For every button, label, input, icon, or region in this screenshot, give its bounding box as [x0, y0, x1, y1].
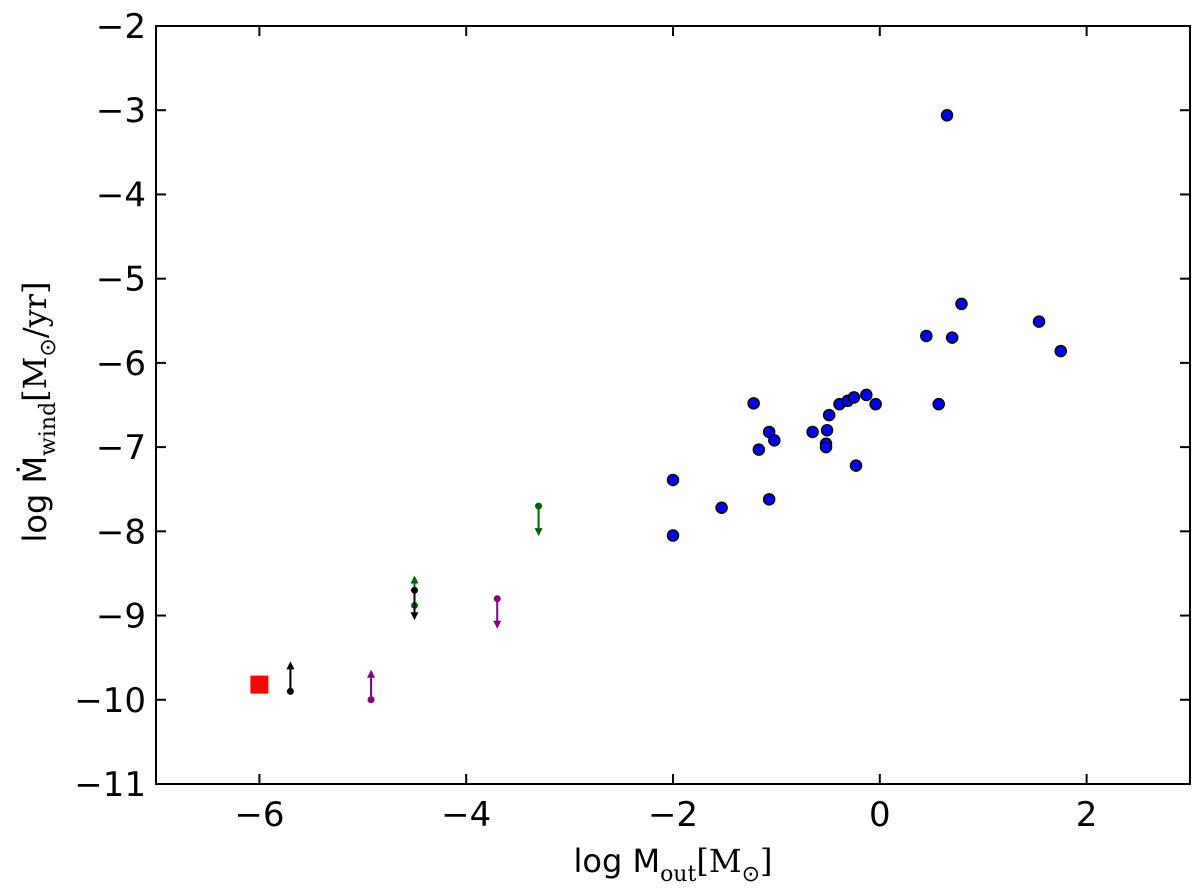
- data-point: [945, 331, 959, 344]
- y-tick-label: −9: [96, 597, 146, 637]
- y-axis-label: log Ṁwind[M⊙/yr]: [16, 281, 61, 542]
- data-point: [715, 501, 728, 515]
- lower-limit-arrow: [367, 669, 376, 704]
- data-point: [666, 529, 680, 542]
- data-point: [940, 109, 954, 122]
- data-point: [847, 391, 861, 404]
- data-point: [955, 297, 968, 311]
- data-point: [822, 408, 836, 422]
- data-point: [752, 443, 766, 456]
- y-tick-label: −4: [96, 175, 146, 215]
- y-tick-label: −3: [96, 91, 146, 131]
- data-point: [920, 329, 933, 343]
- y-tick-label: −2: [96, 7, 146, 47]
- data-point: [820, 424, 834, 437]
- y-tick-label: −7: [96, 428, 146, 468]
- data-point: [849, 459, 863, 472]
- data-point: [1032, 315, 1046, 328]
- y-tick-label: −10: [74, 681, 146, 721]
- x-tick-label: −6: [234, 795, 284, 835]
- y-axis-ticks: −11 −10 −9 −8 −7 −6 −5 −4 −3 −2: [74, 7, 1190, 805]
- upper-limit-arrow: [534, 502, 543, 537]
- x-tick-label: −4: [441, 795, 491, 835]
- data-point: [768, 434, 781, 447]
- x-axis-ticks: −6 −4 −2 0 2: [234, 26, 1097, 835]
- y-tick-label: −8: [96, 512, 146, 552]
- data-marks: [250, 109, 1067, 704]
- data-point: [806, 425, 819, 439]
- y-tick-label: −6: [96, 344, 146, 384]
- highlight-square-marker: [250, 675, 269, 694]
- x-axis-label: log Mout[M⊙]: [574, 842, 773, 887]
- data-point: [819, 440, 833, 454]
- x-tick-label: 0: [869, 795, 891, 835]
- upper-limit-arrow: [493, 595, 502, 629]
- lower-limit-arrow: [286, 661, 295, 695]
- data-point: [762, 493, 776, 506]
- x-tick-label: 2: [1076, 795, 1098, 835]
- y-tick-label: −5: [96, 260, 146, 300]
- data-point: [860, 388, 873, 402]
- data-point: [747, 397, 760, 410]
- upper-limit-arrow: [410, 586, 419, 621]
- y-tick-label: −11: [74, 765, 146, 805]
- data-point: [869, 397, 882, 411]
- plot-frame: [155, 25, 1191, 785]
- data-point: [1054, 344, 1067, 358]
- x-tick-label: −2: [648, 795, 698, 835]
- data-point: [932, 397, 945, 411]
- data-point: [666, 473, 680, 487]
